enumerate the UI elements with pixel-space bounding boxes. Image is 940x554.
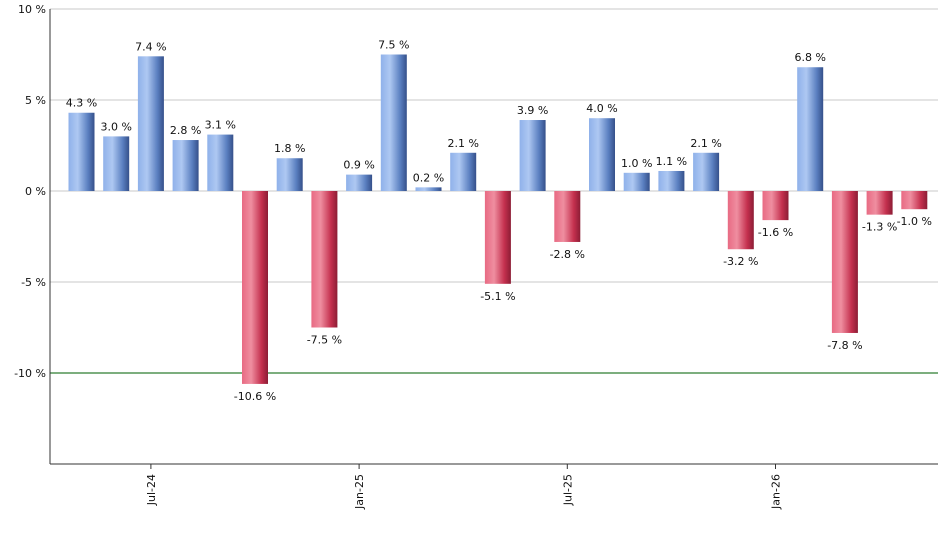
data-label: 4.0 % xyxy=(586,102,617,115)
data-label: 3.9 % xyxy=(517,104,548,117)
y-tick-label: 5 % xyxy=(25,94,46,107)
y-tick-label: 10 % xyxy=(18,3,46,16)
bar xyxy=(137,56,164,191)
bar xyxy=(68,112,95,191)
bar xyxy=(589,118,615,191)
data-label: 7.4 % xyxy=(135,40,166,53)
bar xyxy=(797,67,824,191)
data-label: -1.6 % xyxy=(758,226,793,239)
x-tick-label: Jul-25 xyxy=(561,474,574,506)
data-label: 2.8 % xyxy=(170,124,201,137)
x-tick-label: Jan-25 xyxy=(353,474,366,510)
y-tick-label: -5 % xyxy=(21,276,46,289)
bar xyxy=(207,134,234,191)
bar xyxy=(311,191,338,328)
bar xyxy=(866,191,893,215)
bar xyxy=(242,191,268,384)
value-label-layer: 4.3 %3.0 % 7.4 % 2.8 % 3.1 % -10.6 % 1.8 % -7.… xyxy=(66,39,932,403)
data-label: -3.2 % xyxy=(723,255,758,268)
x-tick-label: Jan-26 xyxy=(770,474,783,510)
bar xyxy=(380,54,407,191)
data-label: -2.8 % xyxy=(550,248,585,261)
x-tick-label: Jul-24 xyxy=(145,474,158,506)
bar xyxy=(762,191,789,221)
y-tick-label: -10 % xyxy=(14,367,46,380)
data-label: -7.8 % xyxy=(827,339,862,352)
bar-layer xyxy=(68,54,928,384)
bar xyxy=(519,120,546,191)
data-label: -1.0 % xyxy=(897,215,932,228)
data-label: 1.8 % xyxy=(274,142,305,155)
bar xyxy=(831,191,858,333)
data-label: -10.6 % xyxy=(234,390,276,403)
bar xyxy=(901,191,928,210)
axis-layer: 10 % 5 % 0 % -5 % -10 % Jul-24 Jan-25 Jul-25 Jan… xyxy=(14,3,938,510)
data-label: 1.0 % xyxy=(621,157,652,170)
data-label: -1.3 % xyxy=(862,221,897,234)
bar xyxy=(658,170,685,191)
bar xyxy=(103,136,130,191)
data-label: 1.1 % xyxy=(656,155,687,168)
data-label: 6.8 % xyxy=(794,51,825,64)
bar xyxy=(554,191,581,242)
data-label: 2.1 % xyxy=(690,137,721,150)
data-label: 4.3 % xyxy=(66,97,97,110)
data-label: 0.2 % xyxy=(413,171,444,184)
bar xyxy=(276,158,303,191)
data-label: -7.5 % xyxy=(307,334,342,347)
bar xyxy=(415,187,442,191)
data-label: 3.1 % xyxy=(205,119,236,132)
bar xyxy=(172,140,199,191)
data-label: 0.9 % xyxy=(343,159,374,172)
bar xyxy=(450,152,477,191)
data-label: 7.5 % xyxy=(378,39,409,52)
bar xyxy=(623,172,650,191)
bar xyxy=(346,174,373,191)
data-label: -5.1 % xyxy=(480,290,515,303)
bar xyxy=(693,152,720,191)
bar xyxy=(484,191,511,284)
data-label: 3.0 % xyxy=(100,120,131,133)
data-label: 2.1 % xyxy=(447,137,478,150)
bar xyxy=(727,191,754,250)
y-tick-label: 0 % xyxy=(25,185,46,198)
